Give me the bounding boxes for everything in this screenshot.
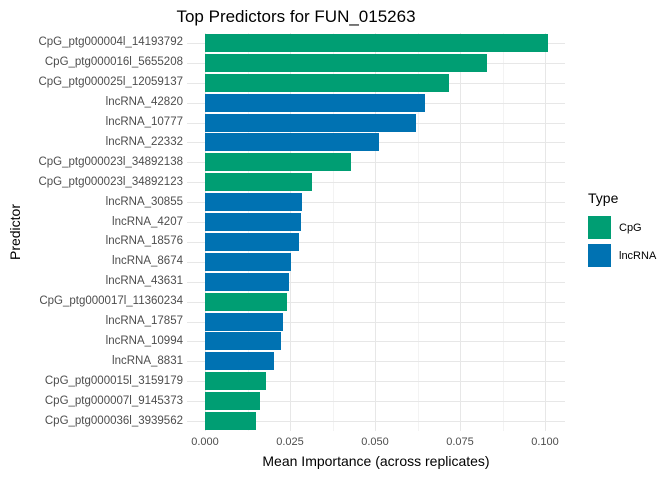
bar-CpG_ptg000016l_5655208 <box>205 53 487 72</box>
legend-swatch-lncRNA <box>588 244 611 267</box>
gridline-vertical-major <box>375 33 376 431</box>
bar-lncRNA_8674 <box>205 252 291 271</box>
bar-CpG_ptg000017l_11360234 <box>205 292 287 311</box>
gridline-horizontal <box>187 281 565 283</box>
gridline-horizontal <box>187 301 565 303</box>
bar-CpG_ptg000004l_14193792 <box>205 33 549 52</box>
bar-lncRNA_30855 <box>205 193 303 212</box>
legend: Type CpG lncRNA <box>588 190 656 272</box>
gridline-vertical-major <box>460 33 461 431</box>
gridline-vertical-minor <box>502 33 504 431</box>
y-axis-label: lncRNA_4207 <box>112 215 183 228</box>
gridline-vertical-major <box>205 33 206 431</box>
gridline-horizontal <box>187 321 565 323</box>
y-axis-label: lncRNA_10777 <box>105 116 183 129</box>
bar-lncRNA_17857 <box>205 312 284 331</box>
bar-CpG_ptg000025l_12059137 <box>205 73 450 92</box>
bar-CpG_ptg000023l_34892123 <box>205 173 312 192</box>
gridline-horizontal <box>187 162 565 164</box>
gridline-horizontal <box>187 202 565 204</box>
y-axis-label: lncRNA_10994 <box>105 334 183 347</box>
gridline-horizontal <box>187 361 565 363</box>
y-axis-label: lncRNA_22332 <box>105 135 183 148</box>
y-axis-label: CpG_ptg000017l_11360234 <box>39 295 183 308</box>
legend-label-CpG: CpG <box>619 221 642 234</box>
bar-lncRNA_43631 <box>205 272 290 291</box>
bar-lncRNA_10994 <box>205 332 282 351</box>
gridline-vertical-minor <box>417 33 419 431</box>
bar-lncRNA_8831 <box>205 352 275 371</box>
plot-panel <box>187 33 565 431</box>
bar-lncRNA_22332 <box>205 133 380 152</box>
gridline-horizontal <box>187 381 565 383</box>
gridline-horizontal <box>187 261 565 263</box>
legend-title: Type <box>588 190 619 206</box>
y-axis-label: CpG_ptg000023l_34892138 <box>38 155 183 168</box>
bar-lncRNA_18576 <box>205 232 300 251</box>
chart-title: Top Predictors for FUN_015263 <box>176 7 416 26</box>
bar-lncRNA_4207 <box>205 213 302 232</box>
legend-item-CpG: CpG <box>588 216 656 239</box>
gridline-horizontal <box>187 182 565 184</box>
y-axis-label: lncRNA_18576 <box>105 235 183 248</box>
bar-CpG_ptg000015l_3159179 <box>205 372 266 391</box>
bar-CpG_ptg000023l_34892138 <box>205 153 351 172</box>
y-axis-label: CpG_ptg000025l_12059137 <box>38 76 183 89</box>
legend-label-lncRNA: lncRNA <box>619 249 657 262</box>
bar-CpG_ptg000007l_9145373 <box>205 392 260 411</box>
y-axis-label: lncRNA_43631 <box>105 275 183 288</box>
y-axis-label: CpG_ptg000015l_3159179 <box>44 374 183 387</box>
y-axis-label: CpG_ptg000016l_5655208 <box>44 56 183 69</box>
y-axis-label: lncRNA_30855 <box>105 195 183 208</box>
x-axis-tick-label: 0.075 <box>446 436 474 448</box>
gridline-vertical-minor <box>332 33 334 431</box>
gridline-horizontal <box>187 241 565 243</box>
gridline-horizontal <box>187 401 565 403</box>
bar-lncRNA_42820 <box>205 93 425 112</box>
legend-items: CpG lncRNA <box>588 216 656 267</box>
bar-CpG_ptg000036l_3939562 <box>205 412 257 431</box>
y-axis-label: CpG_ptg000007l_9145373 <box>44 394 183 407</box>
gridline-horizontal <box>187 341 565 343</box>
y-axis-label: lncRNA_42820 <box>105 96 183 109</box>
gridline-vertical-minor <box>247 33 249 431</box>
gridline-horizontal <box>187 421 565 423</box>
bar-lncRNA_10777 <box>205 113 417 132</box>
gridline-vertical-major <box>290 33 291 431</box>
x-axis-tick-label: 0.025 <box>276 436 304 448</box>
y-axis-label: lncRNA_17857 <box>105 315 183 328</box>
y-axis-label: lncRNA_8831 <box>112 354 183 367</box>
x-axis-title: Mean Importance (across replicates) <box>262 453 490 469</box>
x-axis-tick-label: 0.050 <box>361 436 389 448</box>
x-axis-tick-label: 0.000 <box>191 436 219 448</box>
y-axis-label: lncRNA_8674 <box>112 255 183 268</box>
x-axis-tick-label: 0.100 <box>531 436 559 448</box>
legend-swatch-CpG <box>588 216 611 239</box>
y-axis-label: CpG_ptg000036l_3939562 <box>44 414 183 427</box>
gridline-horizontal <box>187 222 565 224</box>
y-axis-title: Predictor <box>7 203 23 261</box>
y-axis-label: CpG_ptg000004l_14193792 <box>38 36 183 49</box>
y-axis-label: CpG_ptg000023l_34892123 <box>38 175 183 188</box>
gridline-vertical-major <box>545 33 546 431</box>
legend-item-lncRNA: lncRNA <box>588 244 656 267</box>
